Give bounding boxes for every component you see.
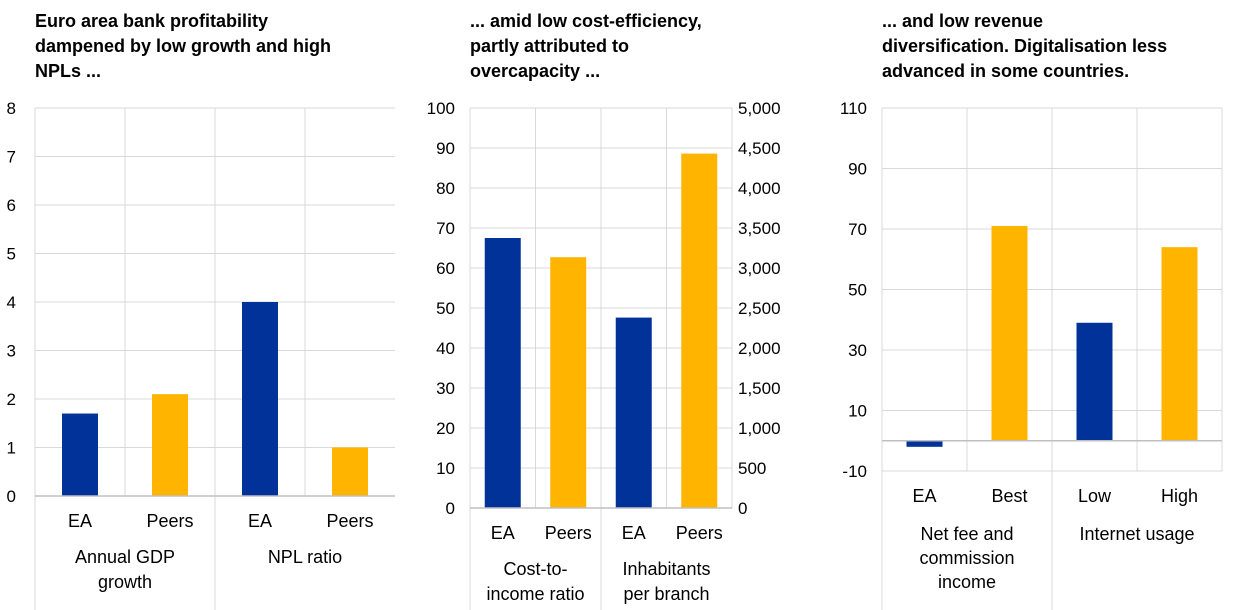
panel1-title-line: Euro area bank profitability (35, 11, 268, 31)
panel1-bar-ea (62, 413, 98, 496)
panel3-group-label: commission (919, 548, 1014, 568)
panel1-y-tick-label: 0 (7, 487, 16, 506)
panel2-y2-tick-label: 500 (738, 459, 766, 478)
panel2-y2-tick-label: 1,500 (738, 379, 781, 398)
panel3-group-label: Internet usage (1079, 524, 1194, 544)
panel2-y-tick-label: 90 (436, 139, 455, 158)
panel1-category-label: Peers (326, 511, 373, 531)
panel2-bar-ea (615, 317, 652, 508)
panel2-y2-tick-label: 2,000 (738, 339, 781, 358)
panel3-y-tick-label: 50 (848, 281, 867, 300)
panel2-category-label: EA (491, 523, 515, 543)
panel2-y-tick-label: 20 (436, 419, 455, 438)
panel2-group-label: income ratio (486, 584, 584, 604)
panel3-bar-ea (906, 440, 943, 447)
panel1-title-line: dampened by low growth and high (35, 36, 331, 56)
panel3-group-label: income (938, 572, 996, 592)
panel2-bar-peers (681, 153, 718, 508)
panel2-y-tick-label: 70 (436, 219, 455, 238)
panel2-title-line: ... amid low cost-efficiency, (470, 11, 702, 31)
panel3-title-line: advanced in some countries. (882, 61, 1129, 81)
panel2-y2-tick-label: 4,500 (738, 139, 781, 158)
panel2-y-tick-label: 0 (446, 499, 455, 518)
panel2-y-tick-label: 60 (436, 259, 455, 278)
panel1-y-tick-label: 4 (7, 293, 16, 312)
panel1-y-tick-label: 2 (7, 390, 16, 409)
panel1-y-tick-label: 5 (7, 245, 16, 264)
panel2-group-label: Inhabitants (622, 559, 710, 579)
panel1-group-label: Annual GDP (75, 547, 175, 567)
panel2-y2-tick-label: 3,500 (738, 219, 781, 238)
panel1-y-tick-label: 7 (7, 148, 16, 167)
panel2-y-tick-label: 50 (436, 299, 455, 318)
panel1-y-tick-label: 8 (7, 99, 16, 118)
panel2-group-label: Cost-to- (503, 559, 567, 579)
panel1-bar-peers (332, 447, 368, 496)
panel1-title-line: NPLs ... (35, 61, 101, 81)
panel2-y-tick-label: 40 (436, 339, 455, 358)
panel1-bar-ea (242, 302, 278, 496)
panel2-bar-peers (550, 257, 587, 508)
panel1-category-label: Peers (146, 511, 193, 531)
panel3-bar-best (991, 225, 1028, 441)
panel1-category-label: EA (68, 511, 92, 531)
panel3-category-label: EA (912, 486, 936, 506)
panel2-group-label: per branch (623, 584, 709, 604)
panel1-category-label: EA (248, 511, 272, 531)
panel3-bar-high (1161, 247, 1198, 441)
panel1-bar-peers (152, 394, 188, 496)
panel3-title-line: ... and low revenue (882, 11, 1043, 31)
panel3-category-label: Low (1078, 486, 1112, 506)
panel1-group-label: NPL ratio (268, 547, 342, 567)
panel2-y-tick-label: 10 (436, 459, 455, 478)
panel3-y-tick-label: -10 (842, 462, 867, 481)
panel1-group-label: growth (98, 572, 152, 592)
panel1-y-tick-label: 6 (7, 196, 16, 215)
panel3-y-tick-label: 10 (848, 402, 867, 421)
panel1-y-tick-label: 3 (7, 342, 16, 361)
panel2-bar-ea (484, 238, 521, 508)
panel2-y-tick-label: 100 (427, 99, 455, 118)
panel3-category-label: High (1161, 486, 1198, 506)
panel3-bar-low (1076, 322, 1113, 441)
panel3-group-label: Net fee and (920, 524, 1013, 544)
panel3-y-tick-label: 70 (848, 220, 867, 239)
panel3-y-tick-label: 90 (848, 160, 867, 179)
panel2-y2-tick-label: 3,000 (738, 259, 781, 278)
panel2-y2-tick-label: 2,500 (738, 299, 781, 318)
panel2-title-line: partly attributed to (470, 36, 629, 56)
panel2-y2-tick-label: 0 (738, 499, 747, 518)
panel2-y-tick-label: 80 (436, 179, 455, 198)
panel3-title-line: diversification. Digitalisation less (882, 36, 1167, 56)
panel2-y2-tick-label: 4,000 (738, 179, 781, 198)
panel3-category-label: Best (991, 486, 1027, 506)
panel2-category-label: Peers (676, 523, 723, 543)
panel2-category-label: Peers (545, 523, 592, 543)
panel2-title-line: overcapacity ... (470, 61, 600, 81)
panel3-y-tick-label: 30 (848, 341, 867, 360)
panel2-y2-tick-label: 5,000 (738, 99, 781, 118)
panel2-category-label: EA (622, 523, 646, 543)
panel2-y2-tick-label: 1,000 (738, 419, 781, 438)
panel3-y-tick-label: 110 (840, 99, 867, 118)
panel1-y-tick-label: 1 (7, 439, 16, 458)
panel2-y-tick-label: 30 (436, 379, 455, 398)
